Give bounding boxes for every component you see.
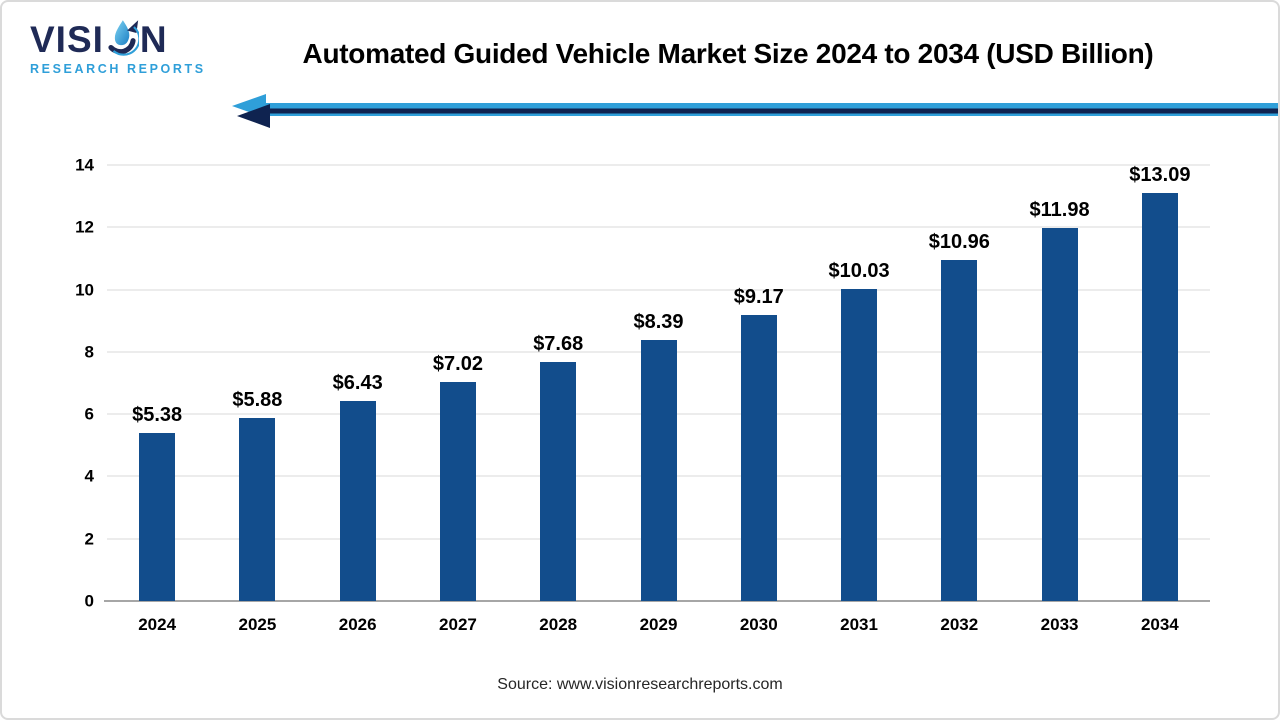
bar-2024	[139, 433, 176, 601]
bar-2027	[439, 382, 476, 601]
gridline-12	[107, 226, 1210, 229]
plot-area: $5.38 2024 $5.88 2025 $6.43 2026 $7.02 2027 $7.6…	[104, 164, 1210, 634]
bar-2033	[1041, 227, 1078, 601]
logo-brand-suffix: N	[139, 19, 168, 60]
header-arrow-decoration	[232, 94, 1278, 128]
x-tick-label-2025: 2025	[238, 615, 277, 634]
x-tick-label-2026: 2026	[338, 615, 377, 634]
y-tick-label-10: 10	[75, 280, 94, 300]
vision-research-reports-logo: VISI N RESEARCH REPORTS	[30, 18, 206, 76]
gridline-10	[107, 288, 1210, 291]
logo-brand: VISI N	[30, 18, 200, 58]
x-tick-label-2027: 2027	[439, 615, 477, 634]
bar-2029	[640, 339, 677, 601]
y-axis-labels: 0 2 4 6 8 10 12 14	[32, 157, 94, 610]
x-tick-label-2024: 2024	[138, 615, 177, 634]
y-tick-label-0: 0	[84, 591, 94, 611]
data-label-2026: $6.43	[332, 371, 383, 394]
y-tick-label-6: 6	[84, 404, 94, 424]
y-tick-label-12: 12	[75, 217, 94, 237]
data-label-2032: $10.96	[928, 230, 990, 253]
chart-title: Automated Guided Vehicle Market Size 202…	[302, 38, 1154, 69]
bar-2026	[339, 400, 376, 601]
bar-2025	[239, 417, 276, 601]
bar-2031	[841, 288, 878, 601]
data-label-2030: $9.17	[733, 286, 784, 309]
bar-2034	[1141, 193, 1178, 601]
data-label-2034: $13.09	[1129, 164, 1191, 187]
gridline-14	[107, 164, 1210, 166]
x-tick-label-2032: 2032	[940, 615, 979, 634]
data-label-2031: $10.03	[828, 259, 890, 282]
logo-swoosh-o-icon	[108, 20, 139, 56]
bar-2032	[941, 259, 978, 601]
data-label-2028: $7.68	[533, 332, 584, 355]
x-tick-label-2030: 2030	[739, 615, 778, 634]
bar-2030	[740, 315, 777, 601]
y-tick-label-4: 4	[84, 466, 94, 486]
y-tick-label-2: 2	[84, 529, 94, 549]
x-tick-label-2029: 2029	[639, 615, 678, 634]
x-tick-label-2028: 2028	[539, 615, 578, 634]
bar-2028	[540, 361, 577, 601]
x-tick-label-2031: 2031	[840, 615, 878, 634]
data-label-2027: $7.02	[432, 353, 483, 376]
data-label-2024: $5.38	[132, 404, 183, 427]
logo-brand-prefix: VISI	[30, 19, 104, 60]
x-axis-line	[104, 600, 1210, 602]
data-label-2029: $8.39	[633, 310, 684, 333]
y-tick-label-14: 14	[75, 155, 94, 175]
logo-subtitle: RESEARCH REPORTS	[30, 62, 206, 76]
x-tick-label-2034: 2034	[1140, 615, 1179, 634]
data-label-2025: $5.88	[232, 388, 283, 411]
source-text: Source: www.visionresearchreports.com	[497, 676, 783, 693]
data-label-2033: $11.98	[1029, 198, 1090, 221]
y-tick-label-8: 8	[84, 342, 94, 362]
x-tick-label-2033: 2033	[1040, 615, 1079, 634]
